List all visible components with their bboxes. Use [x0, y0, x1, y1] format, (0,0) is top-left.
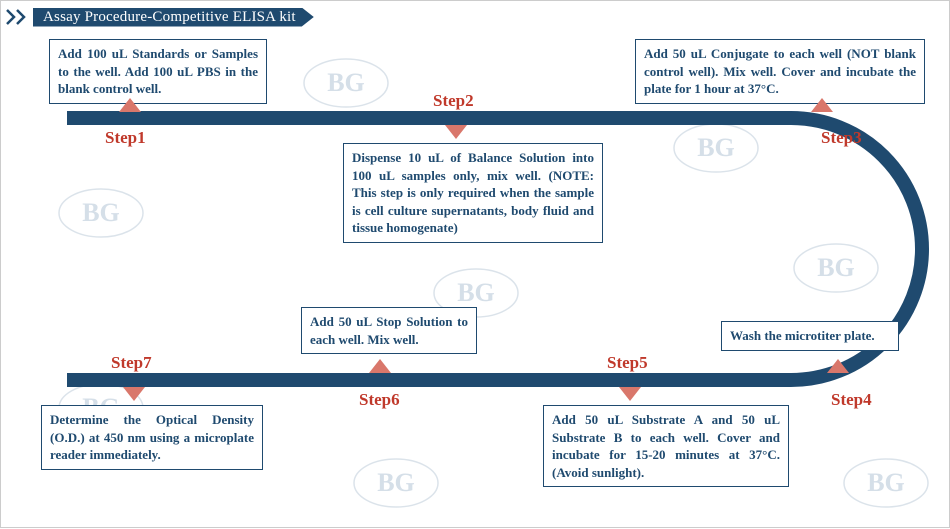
step6-label: Step6 — [359, 390, 400, 410]
svg-text:BG: BG — [867, 468, 905, 497]
step4-label: Step4 — [831, 390, 872, 410]
step2-box: Dispense 10 uL of Balance Solution into … — [343, 143, 603, 243]
step5-box: Add 50 uL Substrate A and 50 uL Substrat… — [543, 405, 789, 487]
step5-label: Step5 — [607, 353, 648, 373]
step6-text: Add 50 uL Stop Solution to each well. Mi… — [310, 314, 468, 347]
step1-label: Step1 — [105, 128, 146, 148]
watermark-bg: BG — [56, 186, 146, 240]
watermark-bg: BG — [791, 241, 881, 295]
step1-text: Add 100 uL Standards or Samples to the w… — [58, 46, 258, 96]
svg-text:BG: BG — [697, 133, 735, 162]
watermark-bg: BG — [671, 121, 761, 175]
step4-text: Wash the microtiter plate. — [730, 328, 875, 343]
svg-text:BG: BG — [817, 253, 855, 282]
svg-text:BG: BG — [82, 198, 120, 227]
step2-label: Step2 — [433, 91, 474, 111]
svg-text:BG: BG — [327, 68, 365, 97]
step1-box: Add 100 uL Standards or Samples to the w… — [49, 39, 267, 104]
svg-text:BG: BG — [457, 278, 495, 307]
step6-box: Add 50 uL Stop Solution to each well. Mi… — [301, 307, 477, 354]
step6-pointer-icon — [369, 359, 391, 373]
step7-text: Determine the Optical Density (O.D.) at … — [50, 412, 254, 462]
watermark-bg: BG — [841, 456, 931, 510]
header-title: Assay Procedure-Competitive ELISA kit — [33, 8, 314, 27]
step3-label: Step3 — [821, 128, 862, 148]
step4-box: Wash the microtiter plate. — [721, 321, 899, 351]
step3-pointer-icon — [811, 98, 833, 112]
step7-label: Step7 — [111, 353, 152, 373]
svg-text:BG: BG — [377, 468, 415, 497]
step7-pointer-icon — [123, 387, 145, 401]
step5-text: Add 50 uL Substrate A and 50 uL Substrat… — [552, 412, 780, 480]
chevrons-icon — [1, 8, 33, 26]
step7-box: Determine the Optical Density (O.D.) at … — [41, 405, 263, 470]
step2-text: Dispense 10 uL of Balance Solution into … — [352, 150, 594, 235]
step1-pointer-icon — [119, 98, 141, 112]
watermark-bg: BG — [301, 56, 391, 110]
step3-text: Add 50 uL Conjugate to each well (NOT bl… — [644, 46, 916, 96]
step3-box: Add 50 uL Conjugate to each well (NOT bl… — [635, 39, 925, 104]
step5-pointer-icon — [619, 387, 641, 401]
header: Assay Procedure-Competitive ELISA kit — [1, 7, 314, 27]
step4-pointer-icon — [827, 359, 849, 373]
step2-pointer-icon — [445, 125, 467, 139]
watermark-bg: BG — [351, 456, 441, 510]
